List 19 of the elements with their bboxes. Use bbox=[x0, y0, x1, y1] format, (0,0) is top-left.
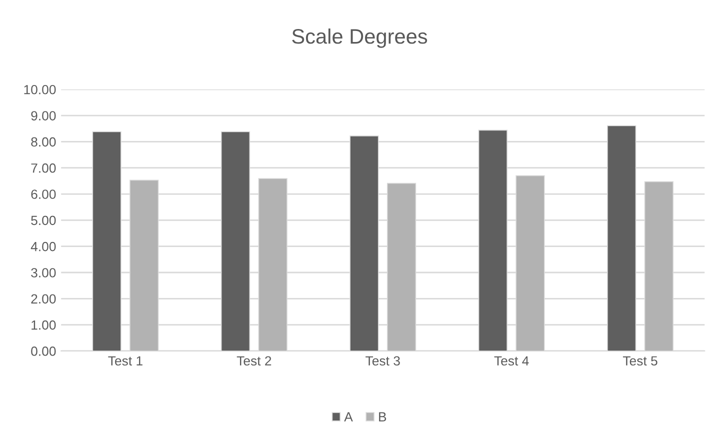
y-tick-label: 3.00 bbox=[31, 268, 56, 278]
x-tick-label: Test 4 bbox=[494, 356, 529, 366]
y-tick-label: 8.00 bbox=[31, 137, 56, 147]
y-tick-label: 6.00 bbox=[31, 190, 56, 199]
chart-title: Scale Degrees bbox=[292, 28, 428, 48]
x-tick-label: Test 2 bbox=[236, 356, 272, 366]
y-tick-label: 0.00 bbox=[31, 346, 56, 356]
y-tick-label: 5.00 bbox=[31, 216, 56, 226]
y-tick-label: 7.00 bbox=[31, 163, 56, 173]
x-tick-label: Test 3 bbox=[366, 356, 400, 366]
y-tick-label: 10.00 bbox=[24, 84, 56, 94]
legend-label: A bbox=[344, 412, 353, 422]
x-tick-label: Test 5 bbox=[622, 356, 658, 366]
legend-label: B bbox=[379, 412, 386, 422]
x-tick-label: Test 1 bbox=[108, 356, 142, 366]
y-tick-label: 9.00 bbox=[31, 111, 56, 120]
y-tick-label: 1.00 bbox=[32, 320, 56, 330]
y-tick-label: 4.00 bbox=[30, 242, 56, 252]
y-tick-label: 2.00 bbox=[31, 294, 56, 304]
